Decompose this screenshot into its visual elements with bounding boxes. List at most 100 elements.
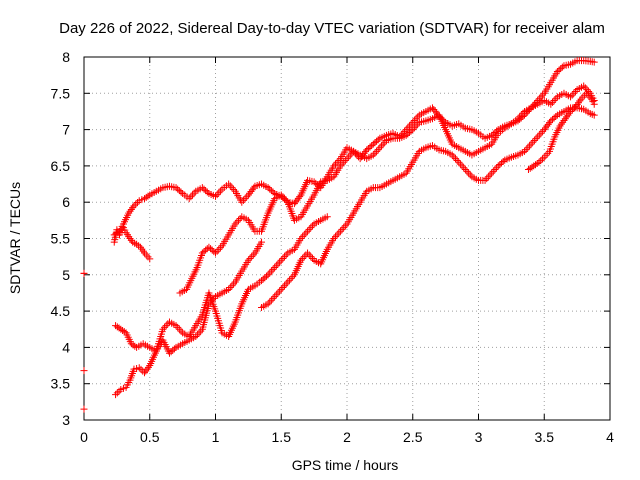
data-point-plus (277, 191, 285, 199)
data-point-plus (304, 249, 312, 257)
data-point-plus (590, 58, 598, 66)
x-tick-label: 2 (343, 429, 351, 445)
data-point-plus (146, 255, 154, 263)
y-tick-label: 6.5 (51, 158, 71, 174)
data-point-plus (177, 188, 185, 196)
data-point-plus (336, 162, 344, 170)
data-point-plus (412, 115, 420, 123)
data-point-plus (279, 254, 287, 262)
series-track-5 (110, 57, 598, 239)
data-series (80, 57, 598, 413)
data-point-plus (559, 118, 567, 126)
data-point-plus (561, 115, 569, 123)
data-point-plus (142, 367, 150, 375)
data-point-plus (281, 282, 289, 290)
data-point-plus (258, 238, 266, 246)
data-point-plus (341, 156, 349, 164)
data-point-plus (213, 191, 221, 199)
data-point-plus (404, 124, 412, 132)
data-point-plus (125, 209, 133, 217)
data-point-plus (488, 169, 496, 177)
data-point-plus (226, 284, 234, 292)
series-track-3 (80, 405, 88, 413)
y-tick-label: 3.5 (51, 376, 71, 392)
data-point-plus (409, 118, 417, 126)
data-point-plus (373, 137, 381, 145)
data-point-plus (336, 227, 344, 235)
data-point-plus (540, 153, 548, 161)
x-tick-label: 0.5 (140, 429, 160, 445)
data-point-plus (164, 320, 172, 328)
data-point-plus (228, 282, 236, 290)
y-tick-label: 6 (62, 194, 70, 210)
data-point-plus (129, 341, 137, 349)
data-point-plus (574, 99, 582, 107)
data-point-plus (80, 405, 88, 413)
data-point-plus (188, 191, 196, 199)
data-point-plus (248, 253, 256, 261)
data-point-plus (538, 155, 546, 163)
data-point-plus (200, 185, 208, 193)
data-point-plus (190, 189, 198, 197)
data-point-plus (466, 171, 474, 179)
data-point-plus (279, 284, 287, 292)
data-point-plus (481, 176, 489, 184)
data-point-plus (305, 225, 313, 233)
data-point-plus (333, 158, 341, 166)
y-tick-label: 7.5 (51, 85, 71, 101)
data-point-plus (117, 325, 125, 333)
data-point-plus (580, 82, 588, 90)
data-point-plus (338, 160, 346, 168)
data-point-plus (243, 193, 251, 201)
data-point-plus (115, 387, 123, 395)
data-point-plus (281, 195, 289, 203)
data-point-plus (246, 254, 254, 262)
data-point-plus (571, 87, 579, 95)
data-point-plus (526, 164, 534, 172)
data-point-plus (193, 331, 201, 339)
data-point-plus (453, 156, 461, 164)
data-point-plus (126, 235, 134, 242)
series-track-6 (112, 238, 266, 357)
data-point-plus (165, 349, 173, 357)
data-point-plus (405, 122, 413, 130)
data-point-plus (530, 136, 538, 144)
data-point-plus (527, 140, 535, 148)
grid-lines (84, 57, 610, 420)
data-point-plus (137, 365, 145, 373)
data-point-plus (330, 235, 338, 242)
data-point-plus (198, 249, 206, 257)
data-point-plus (547, 117, 555, 125)
data-point-plus (570, 104, 578, 112)
data-point-plus (573, 101, 581, 109)
data-point-plus (258, 277, 266, 285)
x-tick-label: 1 (212, 429, 220, 445)
data-point-plus (269, 265, 277, 273)
data-point-plus (264, 184, 272, 192)
data-point-plus (483, 175, 491, 183)
data-point-plus (572, 102, 580, 110)
y-tick-label: 4 (62, 339, 70, 355)
data-point-plus (175, 325, 183, 333)
data-point-plus (159, 325, 167, 333)
data-point-plus (140, 195, 148, 203)
data-point-plus (299, 233, 307, 241)
data-point-plus (271, 293, 279, 301)
data-point-plus (198, 184, 206, 192)
data-point-plus (177, 327, 185, 335)
data-point-plus (361, 148, 369, 156)
data-point-plus (458, 162, 466, 170)
data-point-plus (463, 167, 471, 175)
data-point-plus (539, 91, 547, 99)
data-point-plus (563, 113, 571, 121)
data-point-plus (564, 111, 572, 119)
data-point-plus (586, 93, 594, 101)
data-point-plus (192, 333, 200, 341)
data-point-plus (216, 244, 224, 252)
data-point-plus (371, 149, 379, 157)
data-point-plus (228, 184, 236, 192)
data-point-plus (546, 119, 554, 127)
data-point-plus (299, 254, 307, 262)
data-point-plus (174, 185, 182, 193)
data-point-plus (262, 272, 270, 280)
